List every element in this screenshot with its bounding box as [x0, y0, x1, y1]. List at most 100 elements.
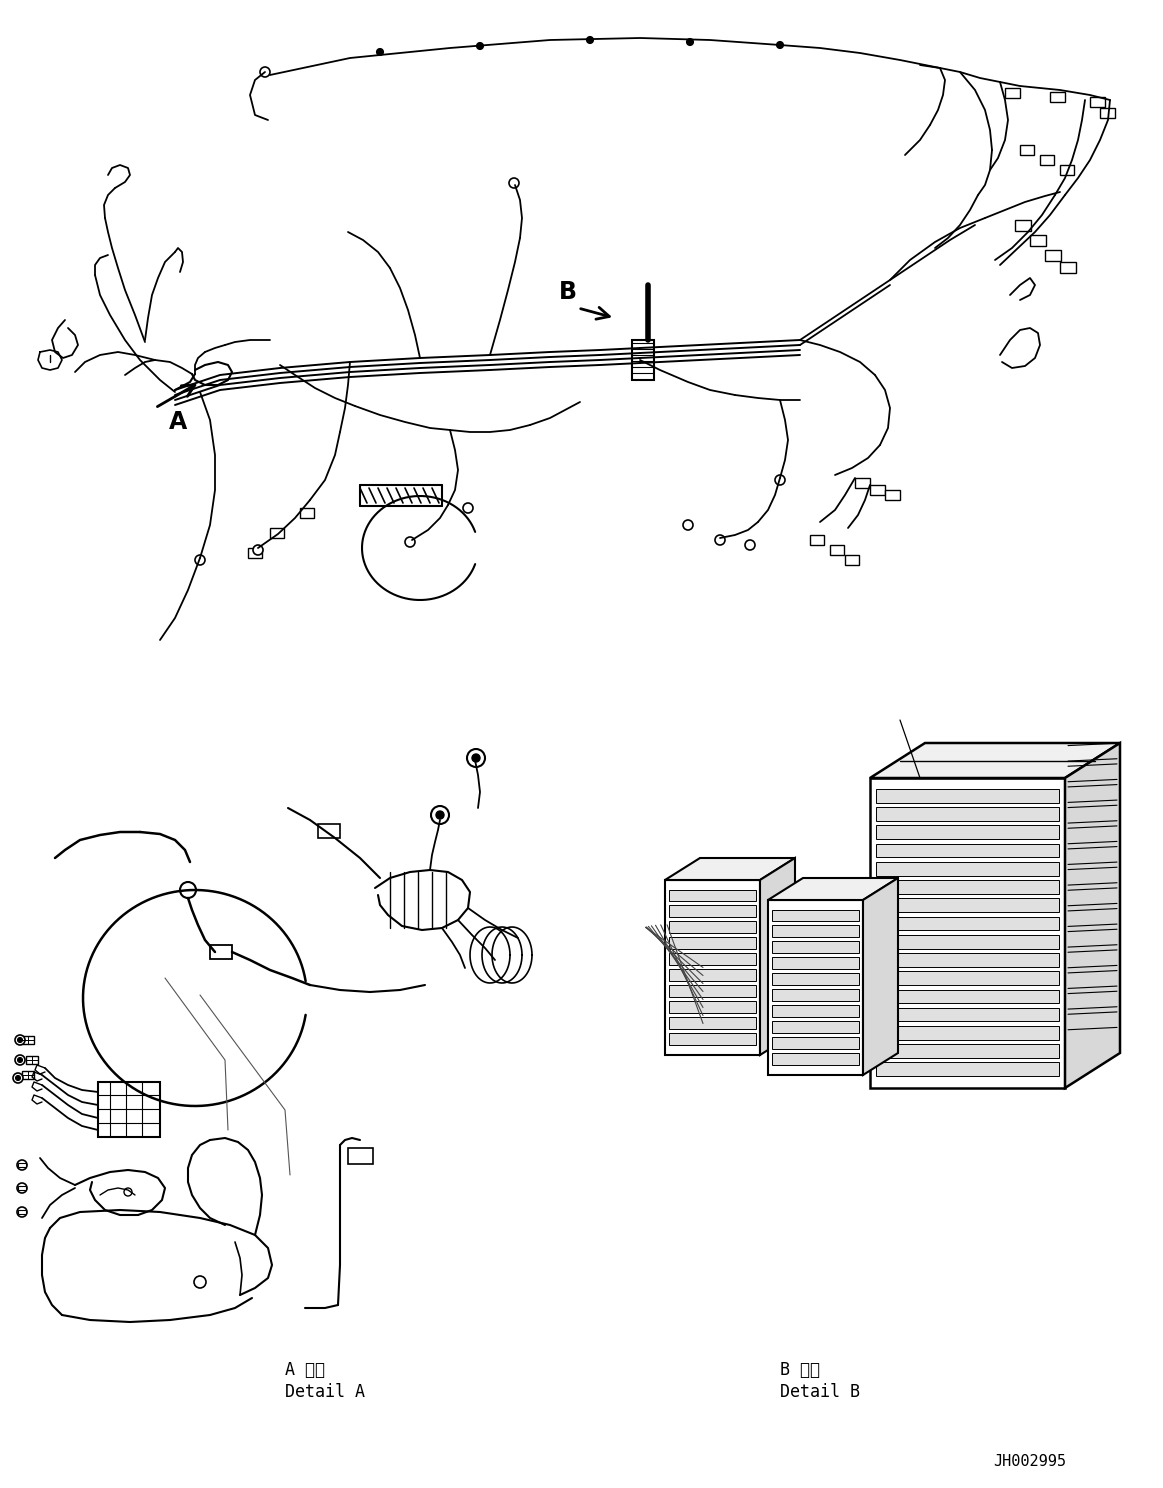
Bar — [772, 1037, 859, 1049]
Bar — [669, 890, 756, 902]
Circle shape — [194, 1277, 206, 1289]
Bar — [772, 926, 859, 937]
Bar — [876, 806, 1059, 821]
Bar — [876, 1062, 1059, 1076]
Circle shape — [17, 1161, 27, 1170]
Text: B: B — [559, 280, 577, 304]
Circle shape — [463, 503, 473, 513]
Circle shape — [775, 475, 785, 485]
Bar — [1050, 92, 1065, 103]
Bar — [809, 536, 825, 545]
Bar — [669, 969, 756, 981]
Circle shape — [431, 806, 449, 824]
Bar — [876, 789, 1059, 802]
Polygon shape — [863, 878, 898, 1074]
Bar — [669, 906, 756, 918]
Circle shape — [180, 882, 197, 897]
Bar — [876, 899, 1059, 912]
Bar — [768, 900, 863, 1074]
Circle shape — [15, 1076, 21, 1080]
Bar — [1090, 97, 1105, 107]
Bar — [22, 1036, 34, 1045]
Bar — [17, 1186, 26, 1190]
Bar — [1030, 235, 1046, 246]
Circle shape — [17, 1207, 27, 1217]
Bar — [885, 490, 900, 500]
Bar — [772, 1052, 859, 1064]
Circle shape — [261, 67, 270, 77]
Circle shape — [254, 545, 263, 555]
Bar — [876, 972, 1059, 985]
Bar — [1020, 144, 1034, 155]
Circle shape — [377, 49, 384, 55]
Bar — [772, 957, 859, 969]
Circle shape — [509, 179, 519, 187]
Bar — [855, 478, 870, 488]
Bar — [876, 879, 1059, 894]
Bar — [1005, 88, 1020, 98]
Bar — [876, 917, 1059, 930]
Bar — [772, 1021, 859, 1033]
Polygon shape — [1065, 743, 1120, 1088]
Circle shape — [686, 39, 693, 46]
Bar — [17, 1210, 26, 1214]
Bar — [876, 952, 1059, 967]
Polygon shape — [768, 878, 898, 900]
Bar — [876, 862, 1059, 875]
Text: B 詳細: B 詳細 — [780, 1362, 820, 1379]
Circle shape — [195, 555, 205, 565]
Circle shape — [15, 1036, 24, 1045]
Bar — [870, 778, 1065, 1088]
Circle shape — [477, 43, 484, 49]
Bar — [248, 548, 262, 558]
Bar — [211, 945, 231, 958]
Bar — [1100, 109, 1115, 118]
Bar — [669, 937, 756, 949]
Bar — [876, 844, 1059, 857]
Circle shape — [586, 37, 593, 43]
Text: Detail B: Detail B — [780, 1382, 859, 1402]
Circle shape — [405, 537, 415, 548]
Text: Detail A: Detail A — [285, 1382, 365, 1402]
Bar — [665, 879, 759, 1055]
Bar — [300, 507, 314, 518]
Circle shape — [472, 754, 480, 762]
Bar — [1059, 262, 1076, 272]
Bar — [846, 555, 859, 565]
Circle shape — [13, 1073, 23, 1083]
Bar — [876, 934, 1059, 948]
Bar — [17, 1164, 26, 1167]
Bar — [669, 1016, 756, 1028]
Bar — [22, 1071, 34, 1079]
Bar — [870, 485, 885, 496]
Bar — [772, 909, 859, 921]
Bar — [669, 1001, 756, 1013]
Bar — [1046, 250, 1061, 260]
Bar — [669, 985, 756, 997]
Bar — [270, 528, 284, 539]
Bar — [876, 1027, 1059, 1040]
Bar — [772, 990, 859, 1001]
Circle shape — [683, 519, 693, 530]
Bar — [632, 339, 654, 379]
Circle shape — [715, 536, 725, 545]
Circle shape — [124, 1187, 131, 1196]
Bar — [348, 1149, 373, 1164]
Circle shape — [15, 1055, 24, 1065]
Bar — [772, 973, 859, 985]
Circle shape — [468, 748, 485, 766]
Text: JH002995: JH002995 — [993, 1454, 1066, 1470]
Circle shape — [745, 540, 755, 551]
Bar — [772, 942, 859, 954]
Bar — [876, 1045, 1059, 1058]
Bar — [669, 954, 756, 966]
Polygon shape — [870, 743, 1120, 778]
Bar — [772, 1004, 859, 1016]
Bar — [669, 1033, 756, 1045]
Bar — [26, 1056, 38, 1064]
Bar — [98, 1082, 160, 1137]
Circle shape — [17, 1183, 27, 1193]
Circle shape — [17, 1058, 22, 1062]
Bar — [317, 824, 340, 838]
Bar — [1040, 155, 1054, 165]
